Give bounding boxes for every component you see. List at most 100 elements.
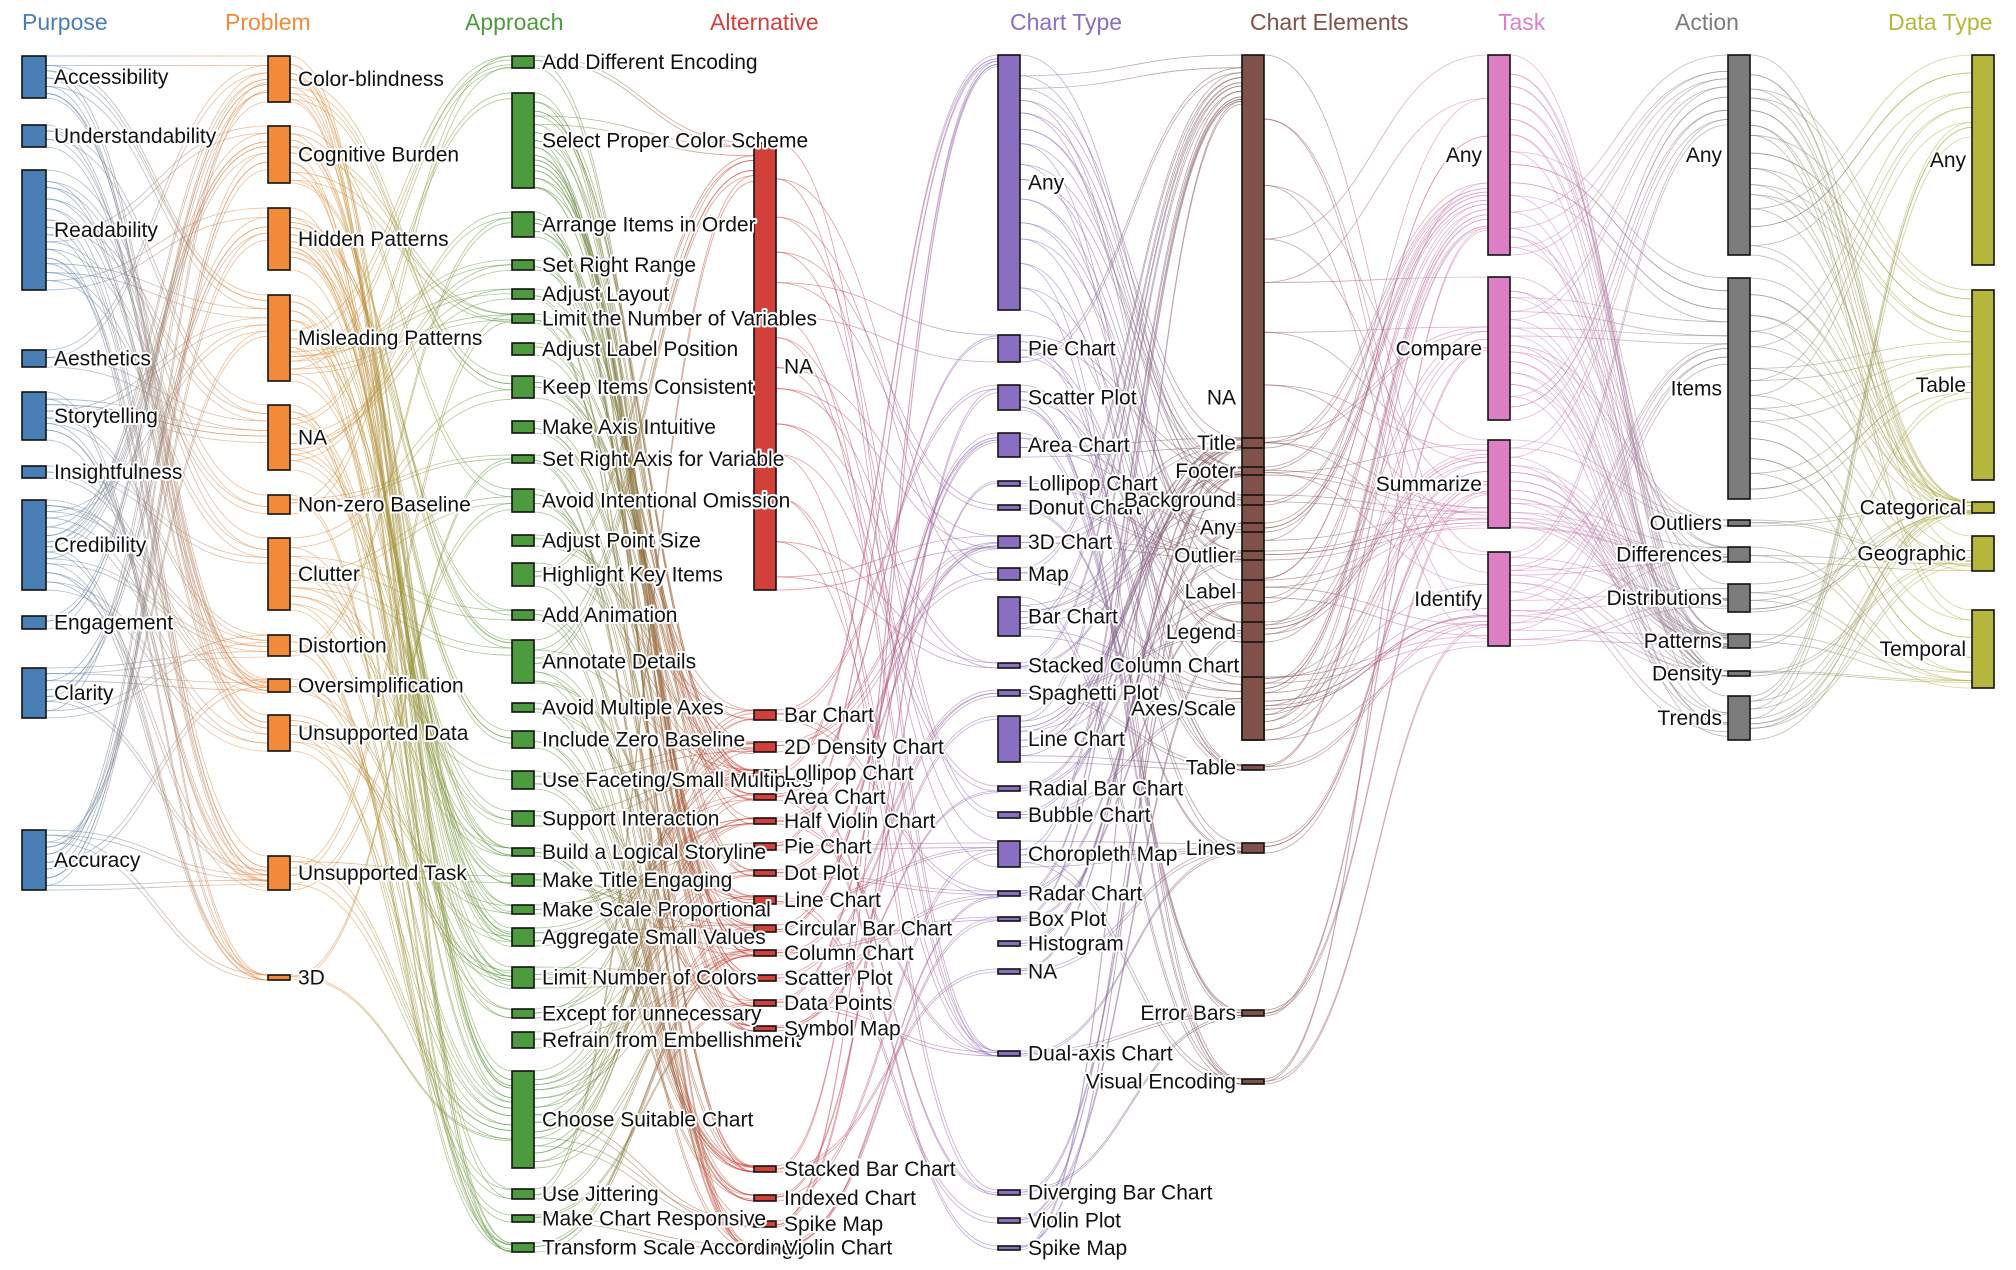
node-alternative-dot-plot[interactable] (753, 869, 777, 877)
node-data-type-any[interactable] (1971, 54, 1995, 266)
node-approach-annotate-details[interactable] (511, 639, 535, 684)
node-task-any[interactable] (1487, 54, 1511, 256)
node-purpose-credibility[interactable] (21, 499, 47, 591)
node-problem-color-blindness[interactable] (267, 55, 291, 103)
node-action-outliers[interactable] (1727, 519, 1751, 527)
node-problem-unsupported-task[interactable] (267, 855, 291, 891)
node-chart-type-violin-plot[interactable] (997, 1217, 1021, 1224)
node-purpose-insightfulness[interactable] (21, 465, 47, 479)
node-approach-avoid-intentional-omission[interactable] (511, 488, 535, 513)
node-chart-elements-background[interactable] (1241, 494, 1265, 506)
node-action-items[interactable] (1727, 277, 1751, 500)
node-approach-adjust-point-size[interactable] (511, 534, 535, 547)
node-chart-elements-axes-scale[interactable] (1241, 676, 1265, 741)
node-approach-make-title-engaging[interactable] (511, 873, 535, 887)
node-alternative-2d-density-chart[interactable] (753, 741, 777, 753)
node-chart-type-area-chart[interactable] (997, 432, 1021, 458)
node-chart-elements-lines[interactable] (1241, 842, 1265, 854)
node-data-type-temporal[interactable] (1971, 609, 1995, 689)
node-alternative-half-violin-chart[interactable] (753, 817, 777, 825)
node-task-compare[interactable] (1487, 276, 1511, 421)
node-problem-na[interactable] (267, 404, 291, 471)
node-approach-build-a-logical-storyline[interactable] (511, 847, 535, 857)
node-chart-elements-any[interactable] (1241, 522, 1265, 533)
node-chart-type-choropleth-map[interactable] (997, 840, 1021, 868)
node-chart-type-na[interactable] (997, 968, 1021, 975)
node-chart-type-bar-chart[interactable] (997, 596, 1021, 637)
node-approach-keep-items-consistent[interactable] (511, 375, 535, 399)
node-action-trends[interactable] (1727, 695, 1751, 741)
node-purpose-aesthetics[interactable] (21, 349, 47, 368)
node-approach-include-zero-baseline[interactable] (511, 730, 535, 749)
node-purpose-storytelling[interactable] (21, 391, 47, 441)
node-problem-clutter[interactable] (267, 537, 291, 611)
node-approach-highlight-key-items[interactable] (511, 562, 535, 587)
node-chart-type-spike-map[interactable] (997, 1245, 1021, 1251)
node-chart-type-pie-chart[interactable] (997, 334, 1021, 363)
node-action-patterns[interactable] (1727, 633, 1751, 649)
node-approach-limit-the-number-of-variables[interactable] (511, 313, 535, 324)
node-problem-unsupported-data[interactable] (267, 714, 291, 752)
node-alternative-circular-bar-chart[interactable] (753, 924, 777, 933)
node-problem-cognitive-burden[interactable] (267, 125, 291, 184)
node-chart-elements-label[interactable] (1241, 579, 1265, 604)
node-chart-elements-table[interactable] (1241, 764, 1265, 771)
node-chart-elements-legend[interactable] (1241, 621, 1265, 643)
node-approach-refrain-from-embellishment[interactable] (511, 1031, 535, 1049)
node-chart-type-spaghetti-plot[interactable] (997, 689, 1021, 697)
node-approach-adjust-label-position[interactable] (511, 342, 535, 356)
node-approach-aggregate-small-values[interactable] (511, 927, 535, 947)
node-action-density[interactable] (1727, 670, 1751, 677)
node-approach-adjust-layout[interactable] (511, 288, 535, 300)
node-chart-type-donut-chart[interactable] (997, 504, 1021, 511)
node-approach-set-right-axis-for-variable[interactable] (511, 454, 535, 464)
node-approach-make-scale-proportional[interactable] (511, 904, 535, 915)
node-problem-misleading-patterns[interactable] (267, 294, 291, 382)
node-approach-select-proper-color-scheme[interactable] (511, 92, 535, 189)
node-approach-limit-number-of-colors[interactable] (511, 966, 535, 989)
node-approach-except-for-unnecessary[interactable] (511, 1008, 535, 1019)
node-problem-oversimplification[interactable] (267, 678, 291, 693)
node-purpose-accessibility[interactable] (21, 55, 47, 99)
node-purpose-understandability[interactable] (21, 124, 47, 148)
node-alternative-indexed-chart[interactable] (753, 1194, 777, 1202)
node-approach-use-faceting-small-multiples[interactable] (511, 770, 535, 790)
node-purpose-accuracy[interactable] (21, 829, 47, 891)
node-problem-3d[interactable] (267, 974, 291, 981)
node-chart-elements-error-bars[interactable] (1241, 1009, 1265, 1017)
node-chart-type-stacked-column-chart[interactable] (997, 662, 1021, 669)
node-alternative-pie-chart[interactable] (753, 842, 777, 851)
node-chart-type-radar-chart[interactable] (997, 890, 1021, 897)
node-approach-set-right-range[interactable] (511, 259, 535, 271)
node-approach-make-axis-intuitive[interactable] (511, 420, 535, 434)
node-chart-type-radial-bar-chart[interactable] (997, 785, 1021, 792)
node-alternative-stacked-bar-chart[interactable] (753, 1165, 777, 1173)
node-action-distributions[interactable] (1727, 583, 1751, 613)
node-action-differences[interactable] (1727, 546, 1751, 563)
node-chart-type-lollipop-chart[interactable] (997, 480, 1021, 487)
node-chart-elements-title[interactable] (1241, 437, 1265, 449)
node-approach-avoid-multiple-axes[interactable] (511, 702, 535, 713)
node-alternative-spike-map[interactable] (753, 1220, 777, 1228)
node-alternative-lollipop-chart[interactable] (753, 769, 777, 777)
node-approach-add-animation[interactable] (511, 609, 535, 621)
node-alternative-line-chart[interactable] (753, 895, 777, 905)
node-chart-elements-footer[interactable] (1241, 466, 1265, 476)
node-alternative-symbol-map[interactable] (753, 1025, 777, 1032)
node-approach-transform-scale-accordingly[interactable] (511, 1242, 535, 1253)
node-approach-use-jittering[interactable] (511, 1188, 535, 1200)
node-action-any[interactable] (1727, 54, 1751, 256)
node-chart-type-box-plot[interactable] (997, 916, 1021, 922)
node-problem-hidden-patterns[interactable] (267, 207, 291, 271)
node-alternative-scatter-plot[interactable] (753, 974, 777, 982)
node-data-type-geographic[interactable] (1971, 535, 1995, 572)
node-purpose-engagement[interactable] (21, 615, 47, 630)
node-approach-choose-suitable-chart[interactable] (511, 1070, 535, 1169)
node-purpose-readability[interactable] (21, 169, 47, 291)
node-chart-elements-outlier[interactable] (1241, 550, 1265, 561)
node-approach-make-chart-responsive[interactable] (511, 1214, 535, 1223)
node-task-summarize[interactable] (1487, 439, 1511, 529)
node-alternative-column-chart[interactable] (753, 949, 777, 957)
node-chart-type-diverging-bar-chart[interactable] (997, 1189, 1021, 1196)
node-data-type-table[interactable] (1971, 289, 1995, 481)
